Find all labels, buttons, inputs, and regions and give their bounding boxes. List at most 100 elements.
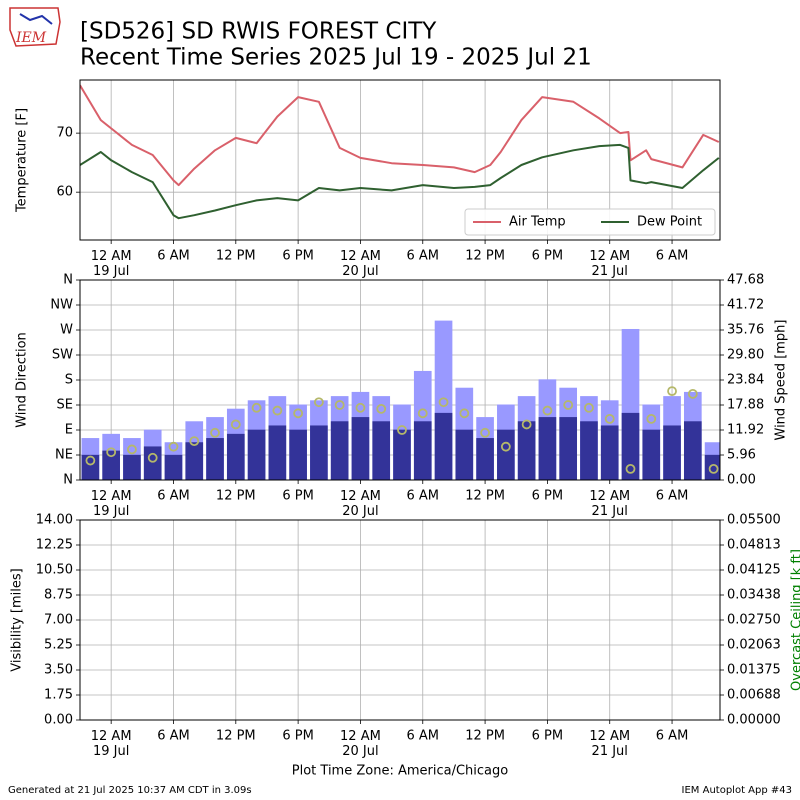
y-tick-label: 0.00 bbox=[44, 713, 73, 728]
y-tick-label: 3.50 bbox=[44, 663, 73, 678]
direction-point bbox=[687, 388, 698, 399]
y2-tick-label: 0.02063 bbox=[727, 638, 781, 653]
y2-tick-label: 47.68 bbox=[727, 273, 764, 288]
direction-point bbox=[480, 427, 490, 438]
direction-point bbox=[625, 463, 636, 474]
x-tick-label: 6 AM bbox=[407, 729, 440, 744]
speed-bar bbox=[434, 412, 453, 480]
logo-outline bbox=[9, 7, 61, 47]
direction-point bbox=[376, 403, 387, 414]
y2-tick-label: 0.04813 bbox=[727, 538, 781, 553]
direction-point bbox=[646, 413, 657, 424]
speed-bar bbox=[455, 429, 474, 480]
x-tick-label: 6 AM bbox=[157, 489, 190, 504]
title: [SD526] SD RWIS FOREST CITY bbox=[80, 19, 437, 45]
x-tick-label: 12 AM 19 Jul bbox=[91, 249, 132, 279]
y-tick-label: 14.00 bbox=[36, 513, 73, 528]
plot-area bbox=[80, 84, 720, 220]
x-tick-label: 12 PM bbox=[465, 729, 505, 744]
direction-point bbox=[604, 413, 615, 424]
y-tick-label: 12.25 bbox=[36, 538, 73, 553]
logo: IEM bbox=[9, 7, 61, 47]
speed-bar bbox=[517, 421, 536, 480]
direction-point bbox=[355, 402, 366, 413]
x-tick-label: 12 AM 21 Jul bbox=[589, 249, 630, 279]
direction-point bbox=[189, 436, 200, 447]
logo-text: IEM bbox=[15, 30, 47, 46]
direction-point bbox=[459, 408, 470, 419]
x-tick-label: 12 AM 21 Jul bbox=[589, 729, 630, 759]
y-tick-label: 1.75 bbox=[44, 688, 73, 703]
direction-point bbox=[251, 402, 262, 413]
direction-point bbox=[127, 444, 137, 455]
speed-bar bbox=[289, 429, 307, 480]
y2-tick-label: 23.84 bbox=[727, 373, 764, 388]
x-tick-label: 6 PM bbox=[532, 729, 563, 744]
footer-right: IEM Autoplot App #43 bbox=[682, 785, 792, 796]
direction-point bbox=[334, 400, 345, 410]
speed-bar bbox=[102, 450, 120, 480]
frame bbox=[79, 519, 721, 721]
x-tick-label: 6 AM bbox=[407, 249, 440, 264]
x-tick-label: 12 PM bbox=[465, 249, 505, 264]
speed-bar bbox=[185, 442, 204, 480]
speed-bar bbox=[143, 446, 162, 480]
direction-point bbox=[272, 405, 283, 416]
y2-tick-label: 0.02750 bbox=[727, 613, 781, 628]
speed-bar bbox=[268, 425, 287, 480]
subtitle: Recent Time Series 2025 Jul 19 - 2025 Ju… bbox=[80, 45, 592, 71]
x-tick-label: 12 AM 20 Jul bbox=[340, 729, 381, 759]
speed-bar bbox=[642, 429, 661, 480]
direction-point bbox=[313, 397, 324, 408]
y-tick-label: 70 bbox=[56, 126, 73, 141]
speed-bar bbox=[621, 412, 640, 480]
speed-bar bbox=[206, 438, 224, 480]
panel: 12 AM 19 Jul 6 AM 12 PM 6 PM 12 AM 20 Jul 6 AM 1… bbox=[15, 273, 789, 519]
direction-point bbox=[293, 408, 304, 419]
legend-box bbox=[464, 208, 716, 236]
speed-bar bbox=[497, 429, 515, 480]
direction-point bbox=[106, 447, 117, 458]
y2-tick-label: 11.92 bbox=[727, 423, 764, 438]
y-tick-label: SE bbox=[57, 398, 73, 413]
speed-bar bbox=[538, 417, 557, 480]
x-tick-label: 6 PM bbox=[282, 489, 313, 504]
y2-tick-label: 0.05500 bbox=[727, 513, 781, 528]
direction-point bbox=[85, 455, 96, 466]
direction-point bbox=[438, 397, 449, 408]
y2-tick-label: 0.00688 bbox=[727, 688, 781, 703]
speed-bar bbox=[580, 421, 598, 480]
frame bbox=[79, 79, 721, 241]
direction-point bbox=[708, 463, 719, 474]
y2-axis-label: Overcast Ceiling [k ft] bbox=[790, 549, 800, 691]
speed-bar bbox=[476, 438, 494, 480]
y-tick-label: W bbox=[60, 323, 73, 338]
speed-bar bbox=[372, 421, 391, 480]
legend-label: Dew Point bbox=[637, 215, 702, 230]
speed-bar bbox=[330, 421, 349, 480]
legend-label: Air Temp bbox=[509, 215, 566, 230]
speed-bar bbox=[310, 425, 328, 480]
direction-point bbox=[147, 452, 158, 463]
speed-bar bbox=[559, 417, 578, 480]
y-tick-label: 10.50 bbox=[36, 563, 73, 578]
x-tick-label: 12 PM bbox=[216, 249, 256, 264]
speed-bar bbox=[683, 421, 702, 480]
x-tick-label: 12 AM 21 Jul bbox=[589, 489, 630, 519]
x-tick-label: 6 PM bbox=[282, 729, 313, 744]
y-tick-label: NE bbox=[55, 448, 73, 463]
y-tick-label: E bbox=[65, 423, 73, 438]
x-tick-label: 6 PM bbox=[282, 249, 313, 264]
x-tick-label: 12 AM 20 Jul bbox=[340, 249, 381, 279]
x-tick-label: 6 AM bbox=[407, 489, 440, 504]
y-tick-label: SW bbox=[52, 348, 73, 363]
y-axis-label: Temperature [F] bbox=[15, 108, 30, 213]
direction-point bbox=[667, 386, 677, 397]
x-tick-label: 6 PM bbox=[532, 489, 563, 504]
x-tick-label: 6 AM bbox=[656, 489, 689, 504]
y2-tick-label: 0.01375 bbox=[727, 663, 781, 678]
y2-tick-label: 0.00000 bbox=[727, 713, 781, 728]
direction-point bbox=[417, 408, 428, 419]
y2-tick-label: 0.03438 bbox=[727, 588, 781, 603]
